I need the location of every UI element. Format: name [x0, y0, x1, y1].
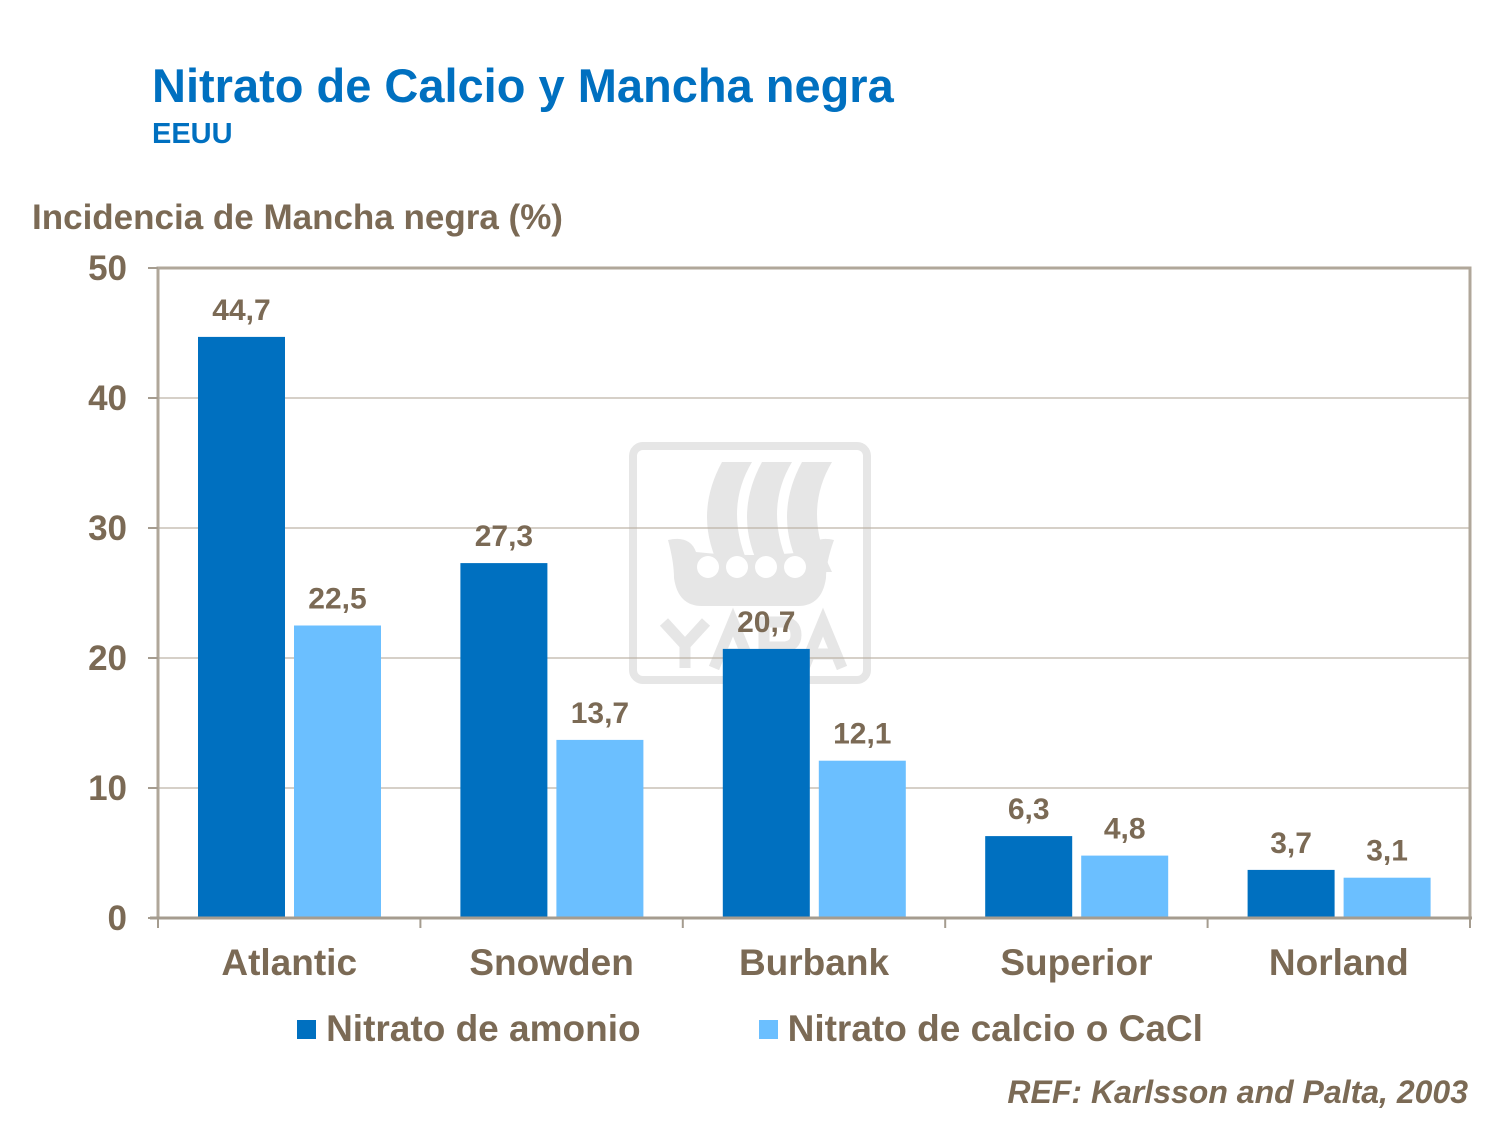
- data-label: 4,8: [1104, 813, 1146, 846]
- y-tick-label: 50: [88, 249, 127, 288]
- data-label: 3,7: [1270, 827, 1312, 860]
- y-tick-label: 0: [108, 899, 127, 938]
- bar: [1081, 855, 1169, 918]
- x-tick-label: Burbank: [739, 942, 890, 983]
- bar: [556, 739, 644, 918]
- chart-title: Nitrato de Calcio y Mancha negra: [152, 59, 894, 112]
- data-label: 3,1: [1366, 835, 1408, 868]
- bar: [460, 563, 548, 918]
- y-tick-label: 20: [88, 639, 127, 678]
- y-tick-label: 30: [88, 509, 127, 548]
- x-tick-label: Atlantic: [221, 942, 357, 983]
- data-label: 27,3: [475, 520, 533, 553]
- data-label: 20,7: [737, 606, 795, 639]
- y-axis-label: Incidencia de Mancha negra (%): [32, 198, 563, 237]
- chart-subtitle: EEUU: [152, 118, 233, 150]
- x-tick-label: Snowden: [469, 942, 633, 983]
- legend-label: Nitrato de amonio: [326, 1008, 641, 1049]
- data-label: 44,7: [212, 294, 270, 327]
- y-tick-label: 10: [88, 769, 127, 808]
- data-label: 12,1: [833, 718, 891, 751]
- legend-label: Nitrato de calcio o CaCl: [787, 1008, 1203, 1049]
- x-tick-label: Superior: [1000, 942, 1152, 983]
- legend-item-nitrato-de-calcio: Nitrato de calcio o CaCl: [758, 1008, 1203, 1050]
- data-label: 6,3: [1008, 793, 1050, 826]
- legend: Nitrato de amonio Nitrato de calcio o Ca…: [0, 1008, 1500, 1050]
- bar: [1247, 869, 1335, 918]
- legend-swatch-dark-blue: [297, 1019, 317, 1039]
- bar: [294, 625, 381, 918]
- bar: [1343, 877, 1431, 918]
- bar: [818, 760, 906, 918]
- bar: [722, 648, 810, 918]
- x-tick-label: Norland: [1269, 942, 1409, 983]
- data-label: 22,5: [308, 583, 366, 616]
- legend-item-nitrato-de-amonio: Nitrato de amonio: [297, 1008, 641, 1050]
- bar: [985, 836, 1073, 918]
- bar: [198, 336, 285, 918]
- reference-note: REF: Karlsson and Palta, 2003: [1007, 1074, 1468, 1110]
- legend-swatch-light-blue: [758, 1019, 778, 1039]
- yara-logo-watermark: [629, 442, 871, 684]
- data-label: 13,7: [571, 697, 629, 730]
- y-tick-label: 40: [88, 379, 127, 418]
